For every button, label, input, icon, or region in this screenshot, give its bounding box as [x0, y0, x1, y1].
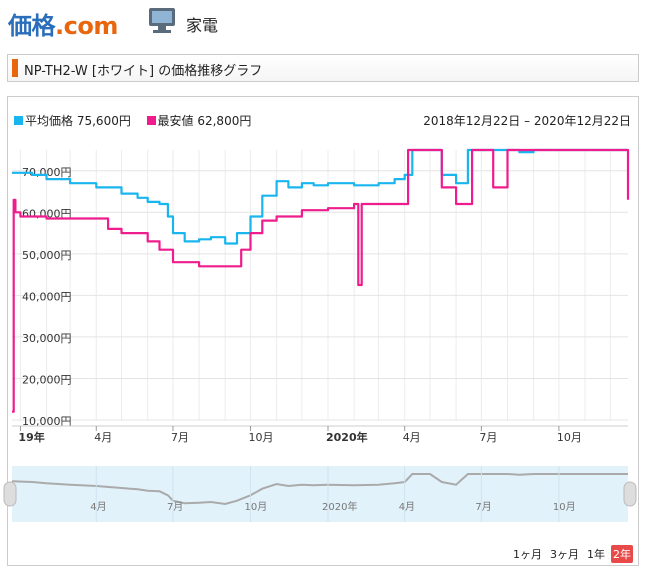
navigator-line — [11, 473, 628, 506]
computer-icon — [149, 8, 175, 33]
page-title: NP-TH2-W [ホワイト] の価格推移グラフ — [24, 64, 263, 79]
date-range: 2018年12月22日 – 2020年12月22日 — [423, 114, 631, 128]
navigator-tick-label: 7月 — [475, 501, 491, 513]
navigator-tick-label: 10月 — [553, 501, 576, 513]
navigator-tick-label: 10月 — [244, 501, 267, 513]
x-tick-label: 19年 — [18, 430, 44, 444]
x-tick-label: 4月 — [403, 431, 421, 444]
title-bar: NP-TH2-W [ホワイト] の価格推移グラフ — [7, 54, 639, 82]
avg-legend-value: 75,600円 — [76, 114, 131, 128]
site-header: 価格.com 家電 — [0, 0, 645, 46]
chart-panel — [7, 96, 639, 566]
chart-legend: 平均価格 75,600円 最安値 62,800円 — [14, 112, 251, 129]
min-legend-label: 最安値 — [157, 114, 194, 128]
avg-legend-label: 平均価格 — [25, 114, 74, 128]
y-tick-label: 50,000円 — [22, 249, 72, 262]
y-tick-label: 20,000円 — [22, 373, 72, 386]
title-marker — [12, 59, 18, 77]
avg-price-line — [12, 148, 628, 245]
avg-legend-swatch — [14, 116, 23, 125]
navigator-tick-label: 4月 — [399, 501, 415, 513]
navigator-tick-label: 2020年 — [322, 500, 357, 513]
site-logo[interactable]: 価格.com — [8, 12, 118, 40]
x-tick-label: 7月 — [479, 431, 497, 444]
x-tick-label: 2020年 — [326, 430, 368, 444]
y-tick-label: 40,000円 — [22, 290, 72, 303]
min-legend-swatch — [146, 116, 156, 125]
x-tick-label: 4月 — [94, 431, 112, 444]
x-tick-label: 7月 — [171, 431, 189, 444]
range-button[interactable]: 1年 — [587, 548, 605, 561]
y-tick-label: 30,000円 — [22, 332, 72, 345]
min-price-line — [12, 148, 630, 413]
x-tick-label: 10月 — [557, 431, 582, 444]
y-tick-label: 10,000円 — [22, 415, 72, 428]
range-button[interactable]: 3ヶ月 — [550, 548, 579, 561]
category-label[interactable]: 家電 — [186, 16, 219, 35]
range-button[interactable]: 1ヶ月 — [513, 548, 542, 561]
navigator-handle-right[interactable] — [623, 481, 637, 507]
navigator-tick-label: 7月 — [167, 501, 183, 513]
x-tick-label: 10月 — [248, 431, 273, 444]
min-legend-value: 62,800円 — [197, 114, 252, 128]
range-buttons: 1ヶ月 3ヶ月 1年 2年 — [507, 545, 633, 563]
range-button[interactable]: 2年 — [611, 545, 633, 563]
navigator-handle-left[interactable] — [3, 481, 17, 507]
navigator-tick-label: 4月 — [90, 501, 106, 513]
